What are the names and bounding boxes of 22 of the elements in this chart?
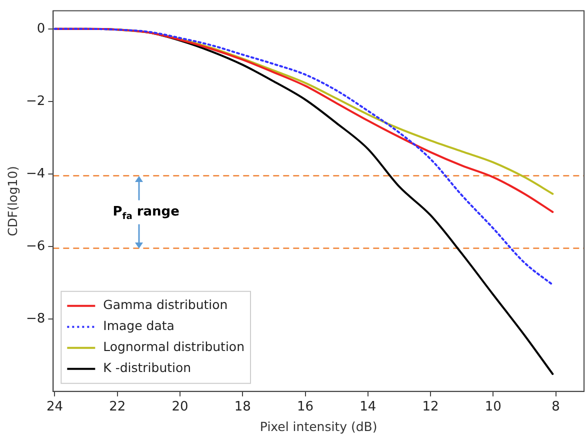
y-tick-label: −8	[26, 311, 46, 326]
x-tick-label: 22	[109, 400, 126, 415]
x-tick-label: 8	[552, 400, 560, 415]
line-series	[116, 28, 554, 195]
y-tick-label: 0	[36, 21, 46, 36]
x-tick-label: 20	[172, 400, 188, 415]
x-tick-label: 24	[46, 400, 64, 415]
y-tick-label: −2	[26, 94, 46, 109]
legend-label: Image data	[103, 318, 174, 334]
y-tick-label: −4	[26, 166, 46, 182]
line-series	[54, 28, 554, 286]
y-tick-label: −6	[26, 238, 46, 254]
legend-label: Lognormal distribution	[103, 339, 245, 354]
x-tick-label: 12	[422, 400, 439, 415]
x-tick-label: 18	[234, 400, 251, 415]
y-axis-title: CDF(log10)	[4, 166, 20, 236]
legend-label: Gamma distribution	[103, 297, 228, 312]
x-tick-label: 10	[484, 400, 502, 415]
x-tick-label: 14	[360, 400, 376, 415]
x-axis-title: Pixel intensity (dB)	[260, 418, 378, 434]
legend-label: K -distribution	[103, 360, 192, 376]
x-tick-label: 16	[297, 400, 314, 415]
